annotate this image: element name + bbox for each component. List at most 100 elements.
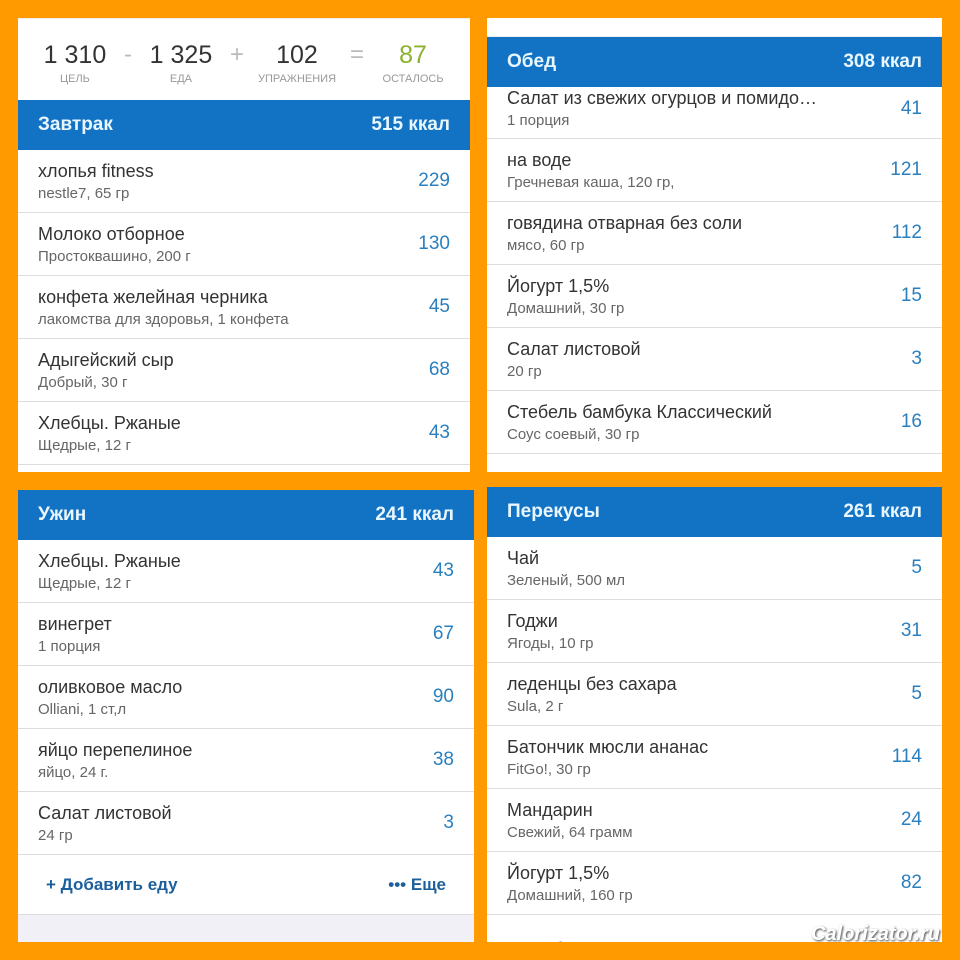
food-item[interactable]: Салат листовой 20 гр 3: [487, 328, 942, 391]
food-item[interactable]: на воде Гречневая каша, 120 гр, 121: [487, 139, 942, 202]
food-item[interactable]: Салат из свежих огурцов и помидо… 1 порц…: [487, 87, 942, 139]
meal-total: 241 ккал: [375, 504, 454, 525]
food-name: Салат из свежих огурцов и помидо…: [507, 88, 817, 108]
exercise-label: УПРАЖНЕНИЯ: [257, 73, 337, 85]
food-kcal: 16: [900, 411, 922, 432]
food-kcal: 67: [432, 623, 454, 644]
breakfast-panel: 1 310 ЦЕЛЬ - 1 325 ЕДА + 102 УПРАЖНЕНИЯ = 8…: [18, 18, 470, 472]
lunch-section: Обед 308 ккал Салат из свежих огурцов и …: [487, 37, 942, 454]
food-item[interactable]: леденцы без сахара Sula, 2 г 5: [487, 663, 942, 726]
food-item[interactable]: Батончик мюсли ананас FitGo!, 30 гр 114: [487, 726, 942, 789]
breakfast-section: Завтрак 515 ккал хлопья fitness nestle7,…: [18, 100, 470, 465]
food-name: Салат листовой: [507, 338, 641, 359]
food-detail: Простоквашино, 200 г: [38, 247, 191, 265]
food-detail: Добрый, 30 г: [38, 373, 128, 391]
food-detail: Зеленый, 500 мл: [507, 571, 626, 589]
food-name: конфета желейная черника: [38, 286, 268, 307]
food-kcal: 31: [900, 620, 922, 641]
goal-label: ЦЕЛЬ: [59, 73, 90, 85]
food-kcal: 3: [911, 348, 922, 369]
food-name: Мандарин: [507, 799, 593, 820]
food-item[interactable]: Годжи Ягоды, 10 гр 31: [487, 600, 942, 663]
food-item[interactable]: винегрет 1 порция 67: [18, 603, 474, 666]
dinner-panel: Ужин 241 ккал Хлебцы. Ржаные Щедрые, 12 …: [18, 490, 474, 942]
food-item[interactable]: Йогурт 1,5% Домашний, 30 гр 15: [487, 265, 942, 328]
food-kcal: 43: [432, 560, 454, 581]
goal-value: 1 310: [43, 41, 107, 69]
food-kcal: 121: [890, 159, 922, 180]
food-detail: 24 гр: [38, 826, 73, 844]
food-item[interactable]: Стебель бамбука Классический Соус соевый…: [487, 391, 942, 454]
food-detail: Свежий, 64 грамм: [507, 823, 633, 841]
add-food-button[interactable]: + Добавить еду: [487, 915, 942, 942]
food-detail: nestle7, 65 гр: [38, 184, 130, 202]
food-name: Чай: [507, 547, 540, 568]
food-detail: Ягоды, 10 гр: [507, 634, 594, 652]
food-name: Йогурт 1,5%: [507, 862, 610, 883]
food-item[interactable]: Хлебцы. Ржаные Щедрые, 12 г 43: [18, 402, 470, 465]
food-detail: Щедрые, 12 г: [38, 436, 131, 454]
food-kcal: 68: [428, 359, 450, 380]
food-item[interactable]: Хлебцы. Ржаные Щедрые, 12 г 43: [18, 540, 474, 603]
food-item[interactable]: конфета желейная черника лакомства для з…: [18, 276, 470, 339]
food-name: леденцы без сахара: [507, 673, 677, 694]
meal-total: 308 ккал: [843, 51, 922, 72]
food-item[interactable]: Йогурт 1,5% Домашний, 160 гр 82: [487, 852, 942, 915]
snacks-section: Перекусы 261 ккал Чай Зеленый, 500 мл 5 …: [487, 487, 942, 915]
lunch-panel: Обед 308 ккал Салат из свежих огурцов и …: [487, 18, 942, 472]
meal-title: Обед: [507, 51, 557, 72]
food-detail: Щедрые, 12 г: [38, 574, 131, 592]
food-name: Годжи: [507, 610, 558, 631]
meal-header[interactable]: Перекусы 261 ккал: [487, 487, 942, 537]
food-name: на воде: [507, 149, 572, 170]
food-detail: 1 порция: [507, 112, 570, 129]
food-name: Йогурт 1,5%: [507, 275, 610, 296]
food-name: говядина отварная без соли: [507, 212, 743, 233]
food-kcal: 90: [432, 686, 454, 707]
meal-total: 261 ккал: [843, 501, 922, 522]
food-name: Стебель бамбука Классический: [507, 401, 772, 422]
food-item[interactable]: Чай Зеленый, 500 мл 5: [487, 537, 942, 600]
food-label: ЕДА: [169, 73, 192, 85]
food-item[interactable]: яйцо перепелиное яйцо, 24 г. 38: [18, 729, 474, 792]
food-kcal: 5: [911, 683, 922, 704]
food-detail: мясо, 60 гр: [507, 236, 585, 254]
cut-off-summary: [487, 18, 942, 37]
food-kcal: 114: [891, 746, 922, 767]
equals-sign: =: [350, 41, 365, 68]
food-item[interactable]: Адыгейский сыр Добрый, 30 г 68: [18, 339, 470, 402]
food-kcal: 38: [432, 749, 454, 770]
food-name: оливковое масло: [38, 676, 183, 697]
food-detail: яйцо, 24 г.: [38, 763, 109, 781]
food-name: яйцо перепелиное: [38, 739, 193, 760]
food-kcal: 130: [418, 233, 450, 254]
food-item[interactable]: говядина отварная без соли мясо, 60 гр 1…: [487, 202, 942, 265]
food-name: Хлебцы. Ржаные: [38, 412, 181, 433]
food-item[interactable]: Салат листовой 24 гр 3: [18, 792, 474, 855]
food-item[interactable]: оливковое масло Olliani, 1 ст,л 90: [18, 666, 474, 729]
food-kcal: 45: [428, 296, 450, 317]
meal-header[interactable]: Ужин 241 ккал: [18, 490, 474, 540]
food-name: винегрет: [38, 613, 112, 634]
food-detail: Гречневая каша, 120 гр,: [507, 173, 675, 191]
food-detail: Соус соевый, 30 гр: [507, 425, 640, 443]
food-detail: Olliani, 1 ст,л: [38, 700, 127, 718]
more-button[interactable]: ••• Еще: [388, 874, 446, 894]
remaining-label: ОСТАЛОСЬ: [382, 73, 444, 85]
plus-sign: +: [229, 41, 244, 68]
minus-sign: -: [123, 41, 132, 68]
add-food-button[interactable]: + Добавить еду: [46, 874, 178, 894]
food-item[interactable]: Мандарин Свежий, 64 грамм 24: [487, 789, 942, 852]
remaining-value: 87: [399, 41, 427, 69]
meal-header[interactable]: Завтрак 515 ккал: [18, 100, 470, 150]
food-item[interactable]: хлопья fitness nestle7, 65 гр 229: [18, 150, 470, 213]
meal-title: Перекусы: [507, 501, 600, 522]
food-kcal: 82: [900, 872, 922, 893]
food-name: хлопья fitness: [38, 160, 154, 181]
food-name: Молоко отборное: [38, 223, 185, 244]
food-item[interactable]: Молоко отборное Простоквашино, 200 г 130: [18, 213, 470, 276]
meal-header[interactable]: Обед 308 ккал: [487, 37, 942, 87]
food-name: Салат листовой: [38, 802, 172, 823]
food-detail: Sula, 2 г: [507, 697, 564, 715]
food-detail: 1 порция: [38, 637, 101, 655]
